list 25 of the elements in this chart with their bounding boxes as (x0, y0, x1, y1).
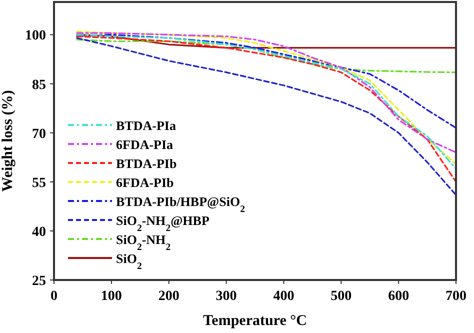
legend-label: SiO$_{2}$ (116, 251, 142, 272)
legend-label: 6FDA-PIa (116, 137, 174, 152)
legend-label: 6FDA-PIb (116, 175, 174, 190)
y-tick-label: 85 (32, 78, 46, 93)
x-tick-label: 700 (446, 289, 466, 304)
x-axis-title: Temperature °C (203, 313, 307, 329)
legend-label: SiO$_{2}$-NH$_{2}$ (116, 232, 171, 252)
legend-label: BTDA-PIb/HBP@SiO$_{2}$ (116, 194, 246, 214)
y-tick-label: 25 (32, 274, 46, 289)
line-series (76, 38, 456, 74)
legend-label: SiO$_{2}$-NH$_{2}$@HBP (116, 213, 210, 234)
y-axis-title: Weight loss (%) (0, 90, 16, 192)
x-tick-label: 400 (273, 289, 294, 304)
y-tick-label: 70 (32, 126, 46, 142)
legend-label: BTDA-PIa (116, 118, 176, 133)
x-tick-label: 200 (158, 289, 180, 304)
y-tick-label: 100 (25, 28, 46, 44)
y-tick-label: 40 (32, 224, 46, 240)
y-tick-label: 55 (32, 176, 46, 191)
legend-label: BTDA-PIb (116, 156, 177, 171)
x-tick-label: 300 (216, 289, 237, 304)
x-tick-label: 0 (50, 289, 58, 304)
x-tick-label: 500 (330, 289, 352, 304)
x-tick-label: 600 (388, 289, 410, 304)
x-tick-label: 100 (100, 289, 122, 304)
